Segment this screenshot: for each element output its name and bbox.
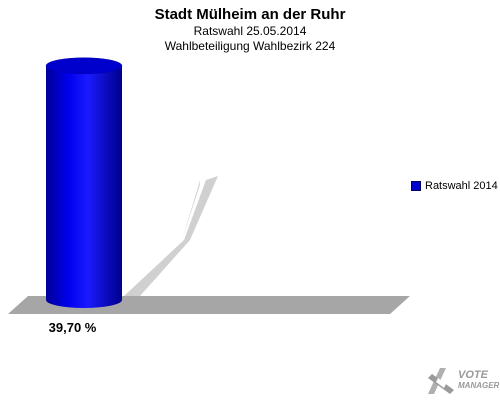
chart-titles: Stadt Mülheim an der Ruhr Ratswahl 25.05…	[0, 6, 500, 54]
bar-data-label: 39,70 %	[48, 320, 97, 335]
legend-label: Ratswahl 2014	[425, 180, 498, 192]
legend-swatch	[411, 181, 421, 191]
bar-cylinder-body	[46, 65, 122, 308]
chart-back-shadow	[124, 176, 218, 296]
bar-cylinder-top	[45, 57, 123, 75]
chart-subtitle-turnout: Wahlbeteiligung Wahlbezirk 224	[164, 39, 336, 53]
vote-manager-logo-mark	[428, 368, 454, 394]
chart-title: Stadt Mülheim an der Ruhr	[154, 6, 346, 23]
vote-manager-logo: VOTE MANAGER	[420, 362, 500, 400]
chart-subtitle-election: Ratswahl 25.05.2014	[193, 24, 307, 38]
logo-text-manager: MANAGER	[458, 381, 500, 390]
logo-text-vote: VOTE	[458, 369, 488, 381]
chart-bars	[45, 57, 123, 308]
chart-legend: Ratswahl 2014	[411, 180, 498, 192]
